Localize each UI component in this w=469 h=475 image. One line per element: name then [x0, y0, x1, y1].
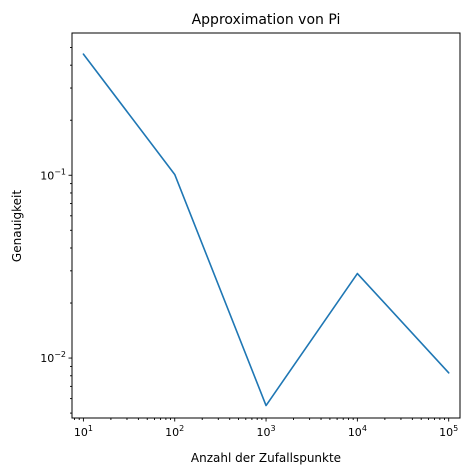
chart-title: Approximation von Pi	[192, 12, 341, 28]
x-tick-label: 101	[74, 424, 93, 439]
plot-area: 101 102 103 104 105 10−2 10−1	[40, 32, 461, 439]
series-line	[82, 53, 450, 407]
x-tick-label: 105	[439, 424, 458, 439]
y-axis-label: Genauigkeit	[10, 190, 24, 262]
x-tick-label: 103	[257, 424, 276, 439]
x-axis-label: Anzahl der Zufallspunkte	[191, 451, 341, 465]
x-tick-label: 104	[348, 424, 367, 439]
x-tick-label: 102	[165, 424, 184, 439]
y-tick-label: 10−1	[40, 167, 66, 182]
y-tick-label: 10−2	[40, 350, 66, 365]
plot-frame	[71, 32, 461, 419]
